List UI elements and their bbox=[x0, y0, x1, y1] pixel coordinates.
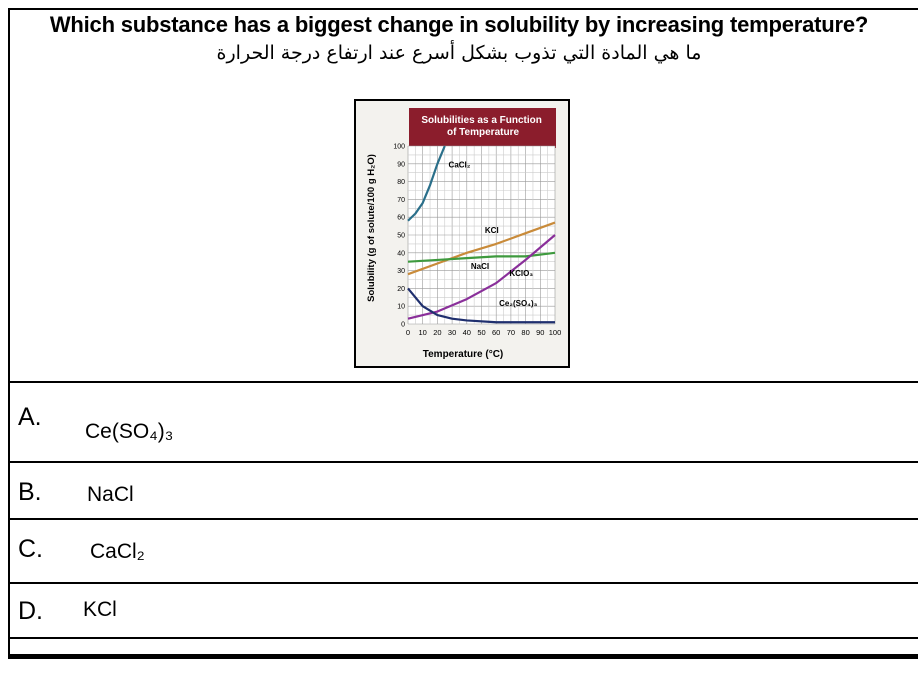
option-d-text[interactable]: KCl bbox=[83, 598, 117, 621]
x-tick-label: 90 bbox=[536, 328, 544, 337]
x-tick-label: 70 bbox=[507, 328, 515, 337]
series-label: KClO₃ bbox=[509, 269, 533, 278]
question-block: Which substance has a biggest change in … bbox=[0, 12, 918, 64]
x-tick-label: 0 bbox=[406, 328, 410, 337]
series-label: Ce₂(SO₄)₃ bbox=[499, 299, 537, 308]
chart-title: Solubilities as a Function of Temperatur… bbox=[421, 115, 544, 138]
y-tick-label: 40 bbox=[397, 250, 405, 257]
chart-ticks: 0 10 20 30 40 50 60 70 80 90 100 0 10 20 30 40 50 60 70 80 9… bbox=[393, 144, 561, 338]
y-tick-label: 90 bbox=[397, 161, 405, 168]
y-axis-label: Solubility (g of solute/100 g H₂O) bbox=[366, 154, 377, 302]
x-tick-label: 60 bbox=[492, 328, 500, 337]
x-tick-label: 100 bbox=[549, 328, 562, 337]
x-axis-label: Temperature (°C) bbox=[423, 349, 504, 360]
option-a-letter: A. bbox=[18, 403, 42, 431]
y-tick-label: 10 bbox=[397, 304, 405, 311]
divider-3 bbox=[8, 518, 918, 520]
solubility-chart: Solubilities as a Function of Temperatur… bbox=[366, 115, 561, 360]
series-line bbox=[407, 287, 555, 324]
x-tick-label: 10 bbox=[419, 328, 427, 337]
y-tick-label: 0 bbox=[401, 322, 405, 329]
series-label: KCl bbox=[485, 226, 499, 235]
divider-2 bbox=[8, 461, 918, 463]
question-text-english: Which substance has a biggest change in … bbox=[49, 12, 869, 37]
option-a-text[interactable]: Ce(SO₄)₃ bbox=[85, 420, 174, 443]
series-label: NaCl bbox=[471, 262, 489, 271]
option-c-text[interactable]: CaCl₂ bbox=[90, 540, 145, 563]
chart-grid bbox=[407, 145, 556, 325]
x-tick-label: 50 bbox=[477, 328, 485, 337]
y-tick-label: 30 bbox=[397, 268, 405, 275]
y-tick-label: 20 bbox=[397, 286, 405, 293]
frame-bottom bbox=[8, 656, 918, 659]
chart-title-banner bbox=[409, 108, 556, 148]
divider-4 bbox=[8, 582, 918, 584]
option-c-letter: C. bbox=[18, 535, 43, 563]
question-text-arabic: ما هي المادة التي تذوب بشكل أسرع عند ارت… bbox=[216, 42, 702, 64]
series-label: CaCl₂ bbox=[449, 160, 471, 169]
y-tick-label: 100 bbox=[393, 144, 405, 151]
option-b-letter: B. bbox=[18, 478, 42, 506]
chart-series-labels: CaCl₂ KCl NaCl KClO₃ Ce₂(SO₄)₃ bbox=[449, 160, 538, 308]
x-tick-label: 20 bbox=[433, 328, 441, 337]
y-tick-label: 60 bbox=[397, 215, 405, 222]
y-tick-label: 50 bbox=[397, 233, 405, 240]
chart-series bbox=[407, 145, 556, 324]
x-tick-label: 30 bbox=[448, 328, 456, 337]
option-b-text[interactable]: NaCl bbox=[87, 483, 134, 506]
x-tick-label: 40 bbox=[463, 328, 471, 337]
x-tick-label: 80 bbox=[521, 328, 529, 337]
y-tick-label: 70 bbox=[397, 197, 405, 204]
series-line bbox=[407, 145, 446, 222]
divider-5 bbox=[8, 637, 918, 639]
y-tick-label: 80 bbox=[397, 179, 405, 186]
series-line bbox=[407, 221, 556, 276]
option-d-letter: D. bbox=[18, 597, 43, 625]
divider-1 bbox=[8, 381, 918, 383]
question-frame bbox=[8, 8, 918, 656]
